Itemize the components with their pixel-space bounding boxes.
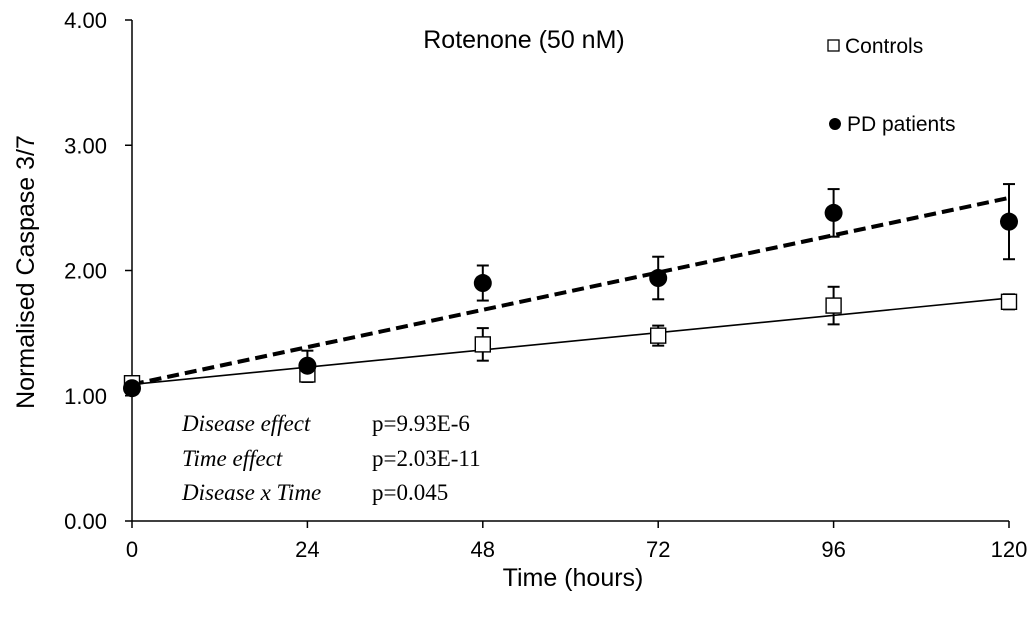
- pd-patients-point: [123, 379, 141, 398]
- controls-point: [825, 297, 842, 314]
- legend-label-controls: Controls: [845, 35, 923, 58]
- y-tick-label: 4.00: [64, 8, 107, 33]
- pd-patients-point: [1000, 212, 1018, 231]
- legend-label-pd-patients: PD patients: [847, 113, 956, 136]
- x-tick-label: 72: [646, 537, 670, 562]
- legend-marker-pd-patients: [829, 118, 841, 130]
- y-tick-label: 1.00: [64, 384, 107, 409]
- x-tick-label: 96: [821, 537, 845, 562]
- pd-patients-trendline: [131, 195, 1010, 387]
- controls-point: [1000, 293, 1018, 311]
- chart-title: Rotenone (50 nM): [423, 26, 625, 54]
- y-axis-title: Normalised Caspase 3/7: [12, 135, 40, 409]
- stat-value-disease-effect: p=9.93E-6: [372, 411, 470, 436]
- stat-value-disease-x-time: p=0.045: [372, 480, 448, 505]
- legend: Controls PD patients: [827, 35, 956, 136]
- legend-marker-controls: [827, 39, 840, 52]
- stat-label-disease-effect: Disease effect: [181, 411, 311, 436]
- y-tick-label: 3.00: [64, 133, 107, 158]
- stat-label-time-effect: Time effect: [182, 446, 283, 471]
- trendlines: [131, 195, 1010, 387]
- pd-patients-point: [298, 356, 317, 375]
- stat-value-time-effect: p=2.03E-11: [372, 446, 481, 471]
- x-tick-label: 48: [471, 537, 495, 562]
- y-tick-label: 0.00: [64, 509, 107, 534]
- error-bars: [126, 183, 1015, 392]
- controls-point: [650, 327, 667, 344]
- y-tick-label: 2.00: [64, 259, 107, 284]
- x-ticks: 0 24 48 72 96 120: [126, 521, 1027, 562]
- pd-patients-point: [649, 269, 668, 288]
- controls-point: [474, 336, 491, 353]
- x-tick-label: 0: [126, 537, 138, 562]
- x-tick-label: 120: [991, 537, 1028, 562]
- x-axis-title: Time (hours): [503, 564, 644, 592]
- data-markers: [123, 203, 1018, 398]
- y-ticks: 0.00 1.00 2.00 3.00 4.00: [64, 8, 132, 534]
- x-tick-label: 24: [295, 537, 319, 562]
- pd-patients-point: [473, 274, 492, 293]
- statistics-annotation: Disease effect p=9.93E-6 Time effect p=2…: [181, 411, 481, 505]
- pd-patients-point: [824, 203, 843, 222]
- controls-trendline: [131, 297, 1010, 386]
- stat-label-disease-x-time: Disease x Time: [181, 480, 321, 505]
